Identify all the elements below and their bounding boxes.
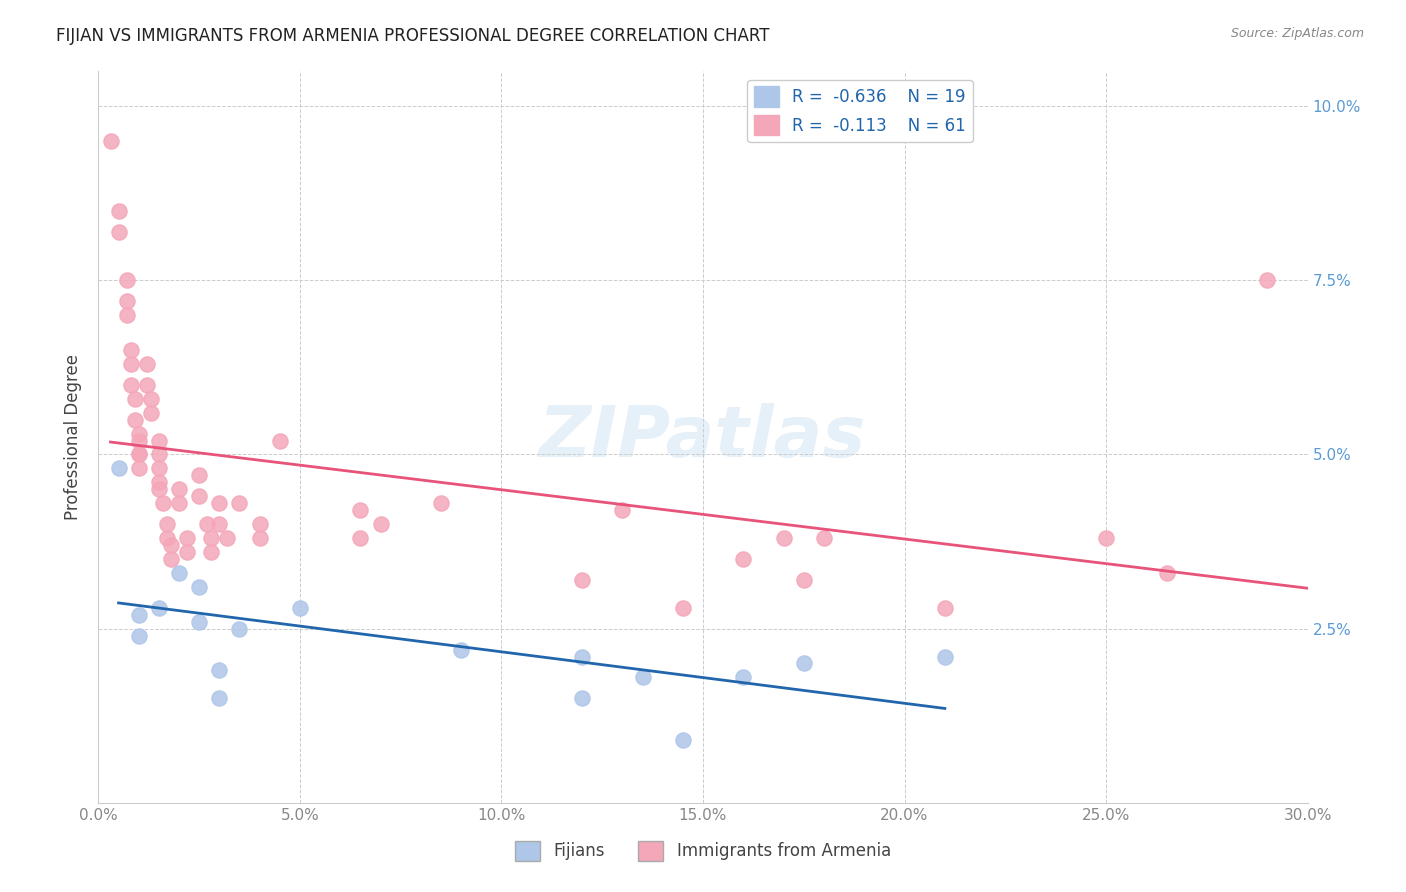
- Point: [128, 629, 150, 643]
- Point: [793, 657, 815, 671]
- Point: [128, 426, 150, 441]
- Point: [612, 503, 634, 517]
- Point: [450, 642, 472, 657]
- Point: [120, 343, 142, 357]
- Point: [148, 600, 170, 615]
- Point: [107, 225, 129, 239]
- Point: [160, 538, 183, 552]
- Point: [124, 412, 146, 426]
- Point: [672, 733, 695, 747]
- Point: [128, 607, 150, 622]
- Point: [176, 545, 198, 559]
- Point: [430, 496, 453, 510]
- Text: Source: ZipAtlas.com: Source: ZipAtlas.com: [1230, 27, 1364, 40]
- Point: [120, 357, 142, 371]
- Point: [139, 406, 162, 420]
- Point: [120, 377, 142, 392]
- Point: [200, 531, 222, 545]
- Point: [208, 496, 231, 510]
- Point: [631, 670, 654, 684]
- Point: [1095, 531, 1118, 545]
- Point: [208, 664, 231, 678]
- Text: FIJIAN VS IMMIGRANTS FROM ARMENIA PROFESSIONAL DEGREE CORRELATION CHART: FIJIAN VS IMMIGRANTS FROM ARMENIA PROFES…: [56, 27, 769, 45]
- Text: ZIPatlas: ZIPatlas: [540, 402, 866, 472]
- Point: [167, 483, 190, 497]
- Point: [200, 545, 222, 559]
- Point: [672, 600, 695, 615]
- Point: [148, 434, 170, 448]
- Point: [188, 580, 211, 594]
- Point: [349, 531, 371, 545]
- Point: [115, 294, 138, 309]
- Point: [115, 308, 138, 322]
- Point: [160, 552, 183, 566]
- Point: [188, 468, 211, 483]
- Point: [217, 531, 239, 545]
- Point: [195, 517, 218, 532]
- Point: [148, 483, 170, 497]
- Point: [156, 531, 179, 545]
- Point: [370, 517, 392, 532]
- Point: [156, 517, 179, 532]
- Point: [128, 434, 150, 448]
- Point: [107, 203, 129, 218]
- Point: [128, 448, 150, 462]
- Point: [772, 531, 794, 545]
- Point: [733, 552, 755, 566]
- Point: [124, 392, 146, 406]
- Point: [188, 615, 211, 629]
- Point: [1256, 273, 1278, 287]
- Point: [249, 517, 271, 532]
- Point: [135, 377, 157, 392]
- Y-axis label: Professional Degree: Professional Degree: [65, 354, 83, 520]
- Legend: Fijians, Immigrants from Armenia: Fijians, Immigrants from Armenia: [509, 834, 897, 868]
- Point: [208, 517, 231, 532]
- Point: [934, 600, 956, 615]
- Point: [813, 531, 835, 545]
- Point: [167, 566, 190, 580]
- Point: [139, 392, 162, 406]
- Point: [152, 496, 174, 510]
- Point: [135, 357, 157, 371]
- Point: [107, 461, 129, 475]
- Point: [571, 649, 593, 664]
- Point: [167, 496, 190, 510]
- Point: [148, 448, 170, 462]
- Point: [148, 461, 170, 475]
- Point: [176, 531, 198, 545]
- Point: [269, 434, 291, 448]
- Point: [288, 600, 311, 615]
- Point: [571, 573, 593, 587]
- Point: [228, 496, 250, 510]
- Point: [228, 622, 250, 636]
- Point: [208, 691, 231, 706]
- Point: [128, 448, 150, 462]
- Point: [571, 691, 593, 706]
- Point: [349, 503, 371, 517]
- Point: [793, 573, 815, 587]
- Point: [934, 649, 956, 664]
- Point: [1156, 566, 1178, 580]
- Point: [148, 475, 170, 490]
- Point: [115, 273, 138, 287]
- Point: [128, 461, 150, 475]
- Point: [188, 489, 211, 503]
- Point: [249, 531, 271, 545]
- Point: [100, 134, 122, 148]
- Point: [733, 670, 755, 684]
